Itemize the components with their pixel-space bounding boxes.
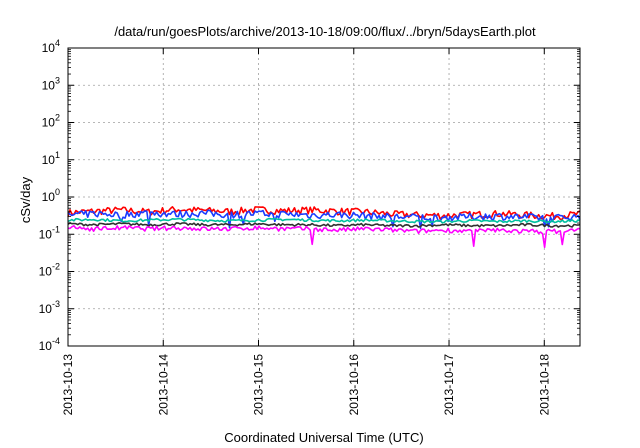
x-tick-label: 2013-10-13 — [61, 354, 75, 416]
x-axis-label: Coordinated Universal Time (UTC) — [224, 430, 423, 445]
x-tick-label: 2013-10-15 — [252, 354, 266, 416]
x-tick-label: 2013-10-18 — [537, 354, 551, 416]
x-tick-layer: 2013-10-13 2013-10-14 2013-10-15 2013-10-16… — [61, 48, 551, 415]
y-tick-label: 101 — [42, 150, 60, 167]
y-tick-label: 104 — [42, 38, 60, 55]
y-axis-label: cSv/day — [18, 176, 33, 223]
series-line — [67, 222, 581, 228]
series-line — [67, 217, 581, 224]
y-tick-label: 10-1 — [39, 224, 60, 241]
x-tick-label: 2013-10-16 — [347, 354, 361, 416]
y-tick-label: 10-2 — [39, 262, 60, 279]
y-tick-label: 10-4 — [39, 336, 60, 353]
y-tick-label: 10-3 — [39, 299, 60, 316]
series-layer — [67, 206, 581, 249]
x-tick-label: 2013-10-14 — [156, 354, 170, 416]
y-tick-label: 103 — [42, 75, 60, 92]
y-tick-label: 100 — [42, 187, 60, 204]
chart-title: /data/run/goesPlots/archive/2013-10-18/0… — [114, 24, 536, 39]
y-tick-layer: 10-4 10-3 10-2 10-1 100 101 102 103 104 — [39, 38, 580, 353]
series-line — [67, 209, 581, 230]
y-tick-label: 102 — [42, 113, 60, 130]
x-tick-label: 2013-10-17 — [442, 354, 456, 416]
series-line — [67, 225, 581, 249]
grid-layer — [68, 48, 580, 346]
